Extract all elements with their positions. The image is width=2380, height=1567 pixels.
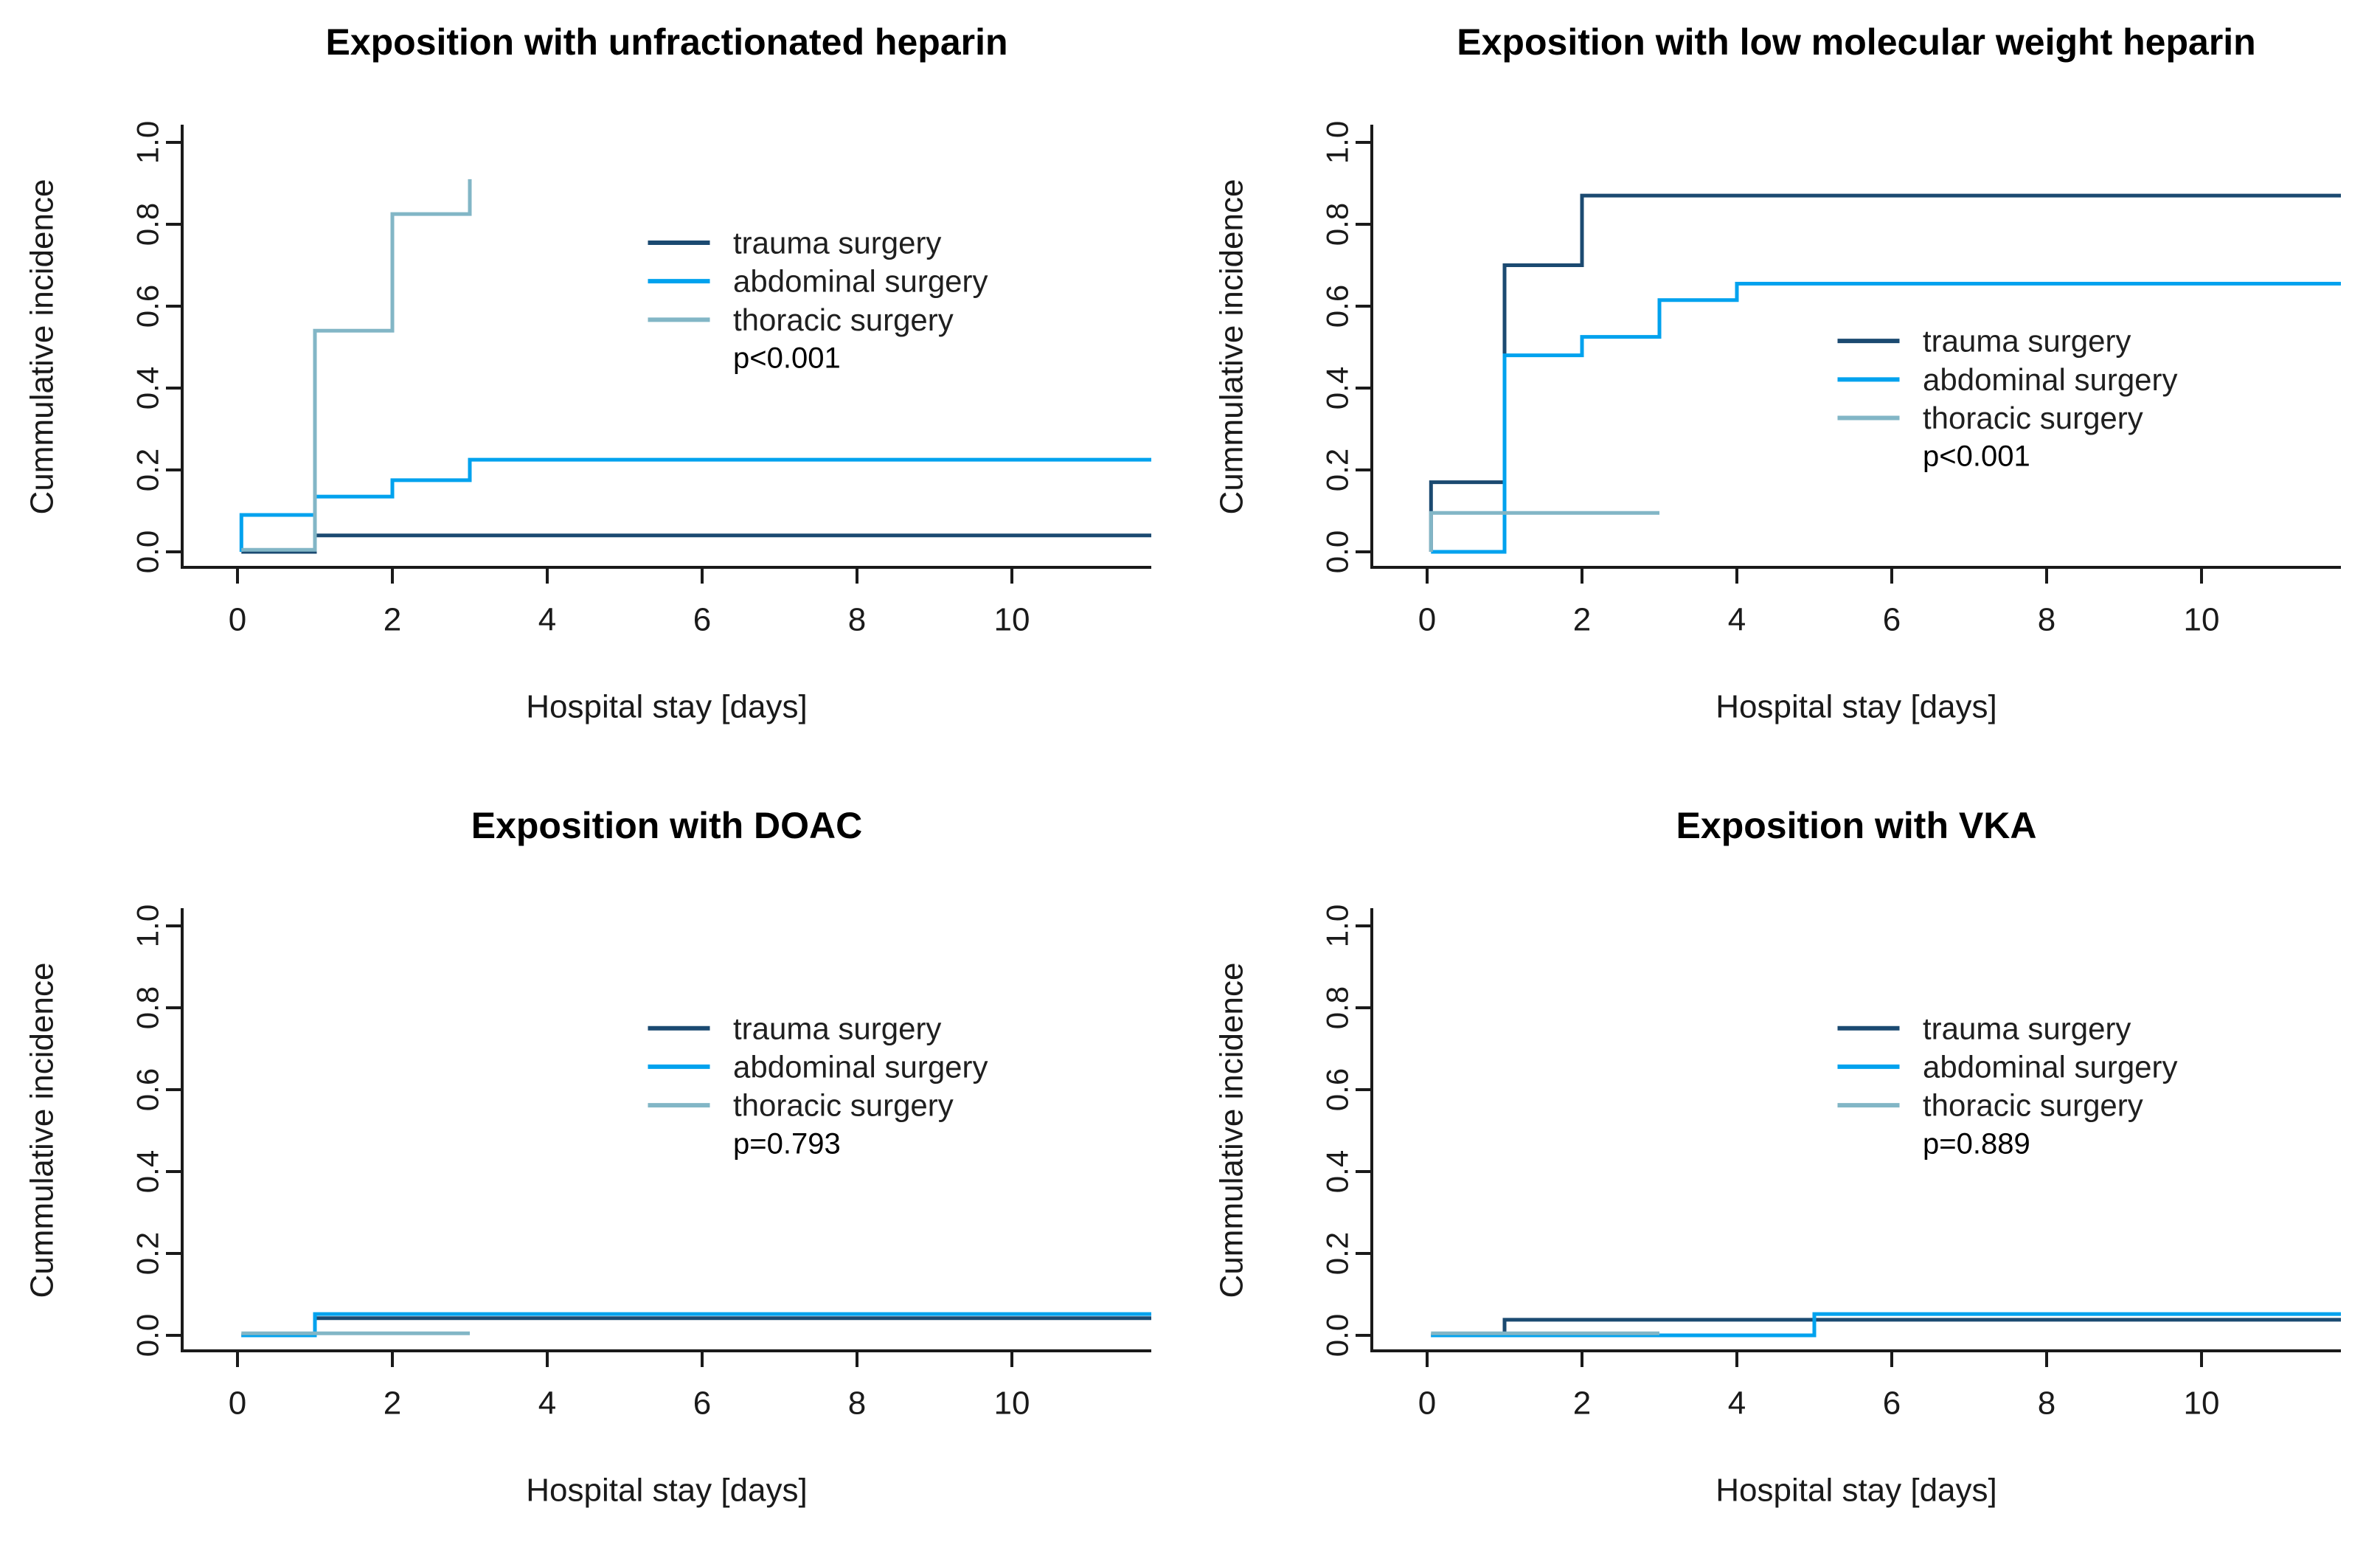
y-tick-label: 0.0 [1320, 1314, 1355, 1357]
x-tick-label: 4 [538, 602, 556, 638]
y-tick-label: 0.0 [1320, 530, 1355, 573]
x-tick-label: 8 [2038, 602, 2055, 638]
panel-unfractionated-heparin: Exposition with unfractionated heparin 0.… [24, 21, 1151, 725]
x-tick-label: 10 [994, 602, 1030, 638]
legend-label-abdominal-surgery: abdominal surgery [1923, 362, 2178, 397]
y-tick-label: 1.0 [1320, 904, 1355, 947]
y-axis-title: Cummulative incidence [1214, 179, 1250, 515]
y-tick-label: 0.6 [1320, 1068, 1355, 1111]
y-axis-title: Cummulative incidence [24, 179, 60, 515]
y-tick-label: 1.0 [131, 121, 165, 164]
y-tick-label: 0.2 [1320, 1232, 1355, 1275]
x-axis-title: Hospital stay [days] [1715, 689, 1997, 725]
x-tick-label: 4 [1728, 1386, 1746, 1422]
p-value-label: p<0.001 [733, 342, 841, 374]
x-tick-label: 2 [1573, 1386, 1591, 1422]
series-line-thoracic-surgery [241, 179, 472, 552]
legend-label-thoracic-surgery: thoracic surgery [1923, 1088, 2143, 1123]
x-tick-label: 10 [994, 1386, 1030, 1422]
series-line-trauma-surgery [1429, 193, 2341, 552]
y-tick-label: 1.0 [131, 904, 165, 947]
y-tick-label: 0.4 [1320, 1150, 1355, 1193]
y-tick-label: 1.0 [1320, 121, 1355, 164]
x-tick-label: 8 [848, 1386, 866, 1422]
legend-label-thoracic-surgery: thoracic surgery [1923, 401, 2143, 435]
y-tick-label: 0.4 [1320, 367, 1355, 409]
x-tick-label: 10 [2184, 1386, 2220, 1422]
x-tick-label: 6 [693, 1386, 711, 1422]
x-tick-label: 0 [229, 602, 246, 638]
panel-title: Exposition with unfractionated heparin [325, 21, 1007, 63]
y-tick-label: 0.2 [131, 1232, 165, 1275]
x-tick-label: 2 [384, 602, 401, 638]
panel-title: Exposition with VKA [1676, 805, 2037, 846]
series-line-abdominal-surgery [241, 1312, 1151, 1338]
legend-label-trauma-surgery: trauma surgery [1923, 324, 2131, 359]
y-tick-label: 0.6 [1320, 285, 1355, 328]
legend-label-thoracic-surgery: thoracic surgery [733, 1088, 954, 1123]
p-value-label: p=0.889 [1923, 1127, 2030, 1160]
y-tick-label: 0.2 [1320, 449, 1355, 491]
x-axis-title: Hospital stay [days] [526, 689, 808, 725]
axis-lines [181, 908, 1151, 1352]
x-tick-label: 6 [1883, 602, 1901, 638]
y-tick-label: 0.8 [1320, 203, 1355, 246]
panel-title: Exposition with DOAC [471, 805, 863, 846]
y-tick-label: 0.2 [131, 449, 165, 491]
x-tick-label: 0 [229, 1386, 246, 1422]
y-axis-title: Cummulative incidence [1214, 963, 1250, 1298]
x-tick-label: 8 [2038, 1386, 2055, 1422]
legend-label-trauma-surgery: trauma surgery [1923, 1011, 2131, 1045]
panel-title: Exposition with low molecular weight hep… [1457, 21, 2255, 63]
y-tick-label: 0.6 [131, 285, 165, 328]
y-tick-label: 0.6 [131, 1068, 165, 1111]
x-tick-label: 4 [538, 1386, 556, 1422]
panel-low-molecular-weight-heparin: Exposition with low molecular weight hep… [1214, 21, 2341, 725]
p-value-label: p<0.001 [1923, 440, 2030, 473]
legend-label-thoracic-surgery: thoracic surgery [733, 302, 954, 337]
x-tick-label: 8 [848, 602, 866, 638]
x-axis-title: Hospital stay [days] [526, 1473, 808, 1509]
legend-label-abdominal-surgery: abdominal surgery [1923, 1049, 2178, 1084]
series-line-thoracic-surgery [1429, 511, 1659, 552]
x-tick-label: 0 [1418, 1386, 1436, 1422]
y-tick-label: 0.0 [131, 530, 165, 573]
y-tick-label: 0.8 [1320, 986, 1355, 1029]
x-axis-title: Hospital stay [days] [1715, 1473, 1997, 1509]
x-tick-label: 6 [1883, 1386, 1901, 1422]
legend-label-abdominal-surgery: abdominal surgery [733, 264, 988, 299]
panel-doac: Exposition with DOAC 0.0 0.2 0.4 0.6 0.8 1.0 0 2… [24, 805, 1151, 1509]
axis-lines [181, 125, 1151, 569]
y-tick-label: 0.0 [131, 1314, 165, 1357]
y-tick-label: 0.8 [131, 986, 165, 1029]
x-tick-label: 2 [384, 1386, 401, 1422]
y-tick-label: 0.4 [131, 367, 165, 409]
y-axis-title: Cummulative incidence [24, 963, 60, 1298]
p-value-label: p=0.793 [733, 1127, 841, 1160]
x-tick-label: 4 [1728, 602, 1746, 638]
series-line-trauma-surgery [241, 533, 1151, 554]
axis-lines [1370, 908, 2341, 1352]
x-tick-label: 2 [1573, 602, 1591, 638]
series-line-abdominal-surgery [1431, 282, 2341, 554]
y-tick-label: 0.8 [131, 203, 165, 246]
panel-vka: Exposition with VKA 0.0 0.2 0.4 0.6 0.8 1.0 0 2 4… [1214, 805, 2341, 1509]
legend-label-abdominal-surgery: abdominal surgery [733, 1049, 988, 1084]
series-line-abdominal-surgery [239, 457, 1151, 552]
x-tick-label: 6 [693, 602, 711, 638]
axis-lines [1370, 125, 2341, 569]
y-tick-label: 0.4 [131, 1150, 165, 1193]
x-tick-label: 10 [2184, 602, 2220, 638]
legend-label-trauma-surgery: trauma surgery [733, 225, 941, 260]
legend-label-trauma-surgery: trauma surgery [733, 1011, 941, 1045]
x-tick-label: 0 [1418, 602, 1436, 638]
series-line-abdominal-surgery [1431, 1312, 2341, 1338]
